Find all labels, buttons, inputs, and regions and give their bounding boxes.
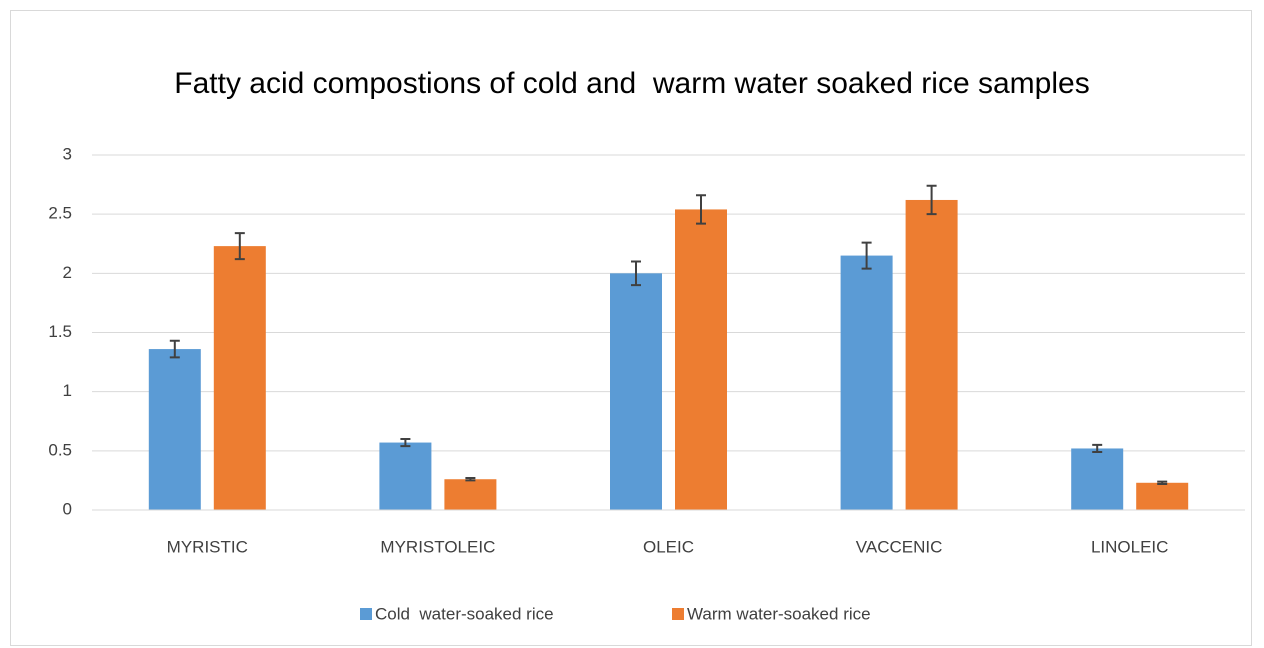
- bar: [213, 246, 266, 510]
- bar: [148, 349, 201, 510]
- bar: [1136, 482, 1189, 510]
- error-bar: [861, 241, 872, 270]
- y-tick-label: 0: [63, 499, 72, 518]
- bar: [675, 209, 727, 510]
- x-tick-label: VACCENIC: [856, 537, 943, 556]
- x-tick-label: MYRISTIC: [167, 537, 248, 556]
- bar: [840, 255, 893, 510]
- y-tick-label: 1: [63, 381, 72, 400]
- legend-label: Cold water-soaked rice: [375, 604, 554, 623]
- error-bar: [169, 339, 180, 359]
- error-bar: [696, 194, 706, 225]
- error-bar: [631, 260, 641, 287]
- chart-title: Fatty acid compostions of cold and warm …: [174, 67, 1090, 100]
- error-bar: [1092, 443, 1103, 454]
- legend-label: Warm water-soaked rice: [687, 604, 871, 623]
- legend-swatch: [672, 608, 684, 620]
- y-tick-label: 3: [63, 144, 72, 163]
- x-tick-label: OLEIC: [643, 537, 694, 556]
- y-tick-label: 0.5: [48, 440, 72, 459]
- error-bar: [926, 184, 937, 216]
- y-tick-label: 2: [63, 263, 72, 282]
- chart-frame: [10, 10, 1252, 646]
- legend-swatch: [360, 608, 372, 620]
- error-bar: [465, 477, 476, 482]
- error-bar: [400, 438, 411, 448]
- bar: [905, 199, 958, 510]
- bar: [444, 479, 497, 510]
- x-tick-label: LINOLEIC: [1091, 537, 1168, 556]
- error-bar: [1157, 480, 1168, 485]
- x-tick-label: MYRISTOLEIC: [380, 537, 495, 556]
- bar: [610, 273, 662, 510]
- bar: [1071, 448, 1124, 510]
- error-bar: [234, 232, 245, 261]
- y-tick-label: 1.5: [48, 322, 72, 341]
- y-tick-label: 2.5: [48, 204, 72, 223]
- bar: [379, 442, 432, 510]
